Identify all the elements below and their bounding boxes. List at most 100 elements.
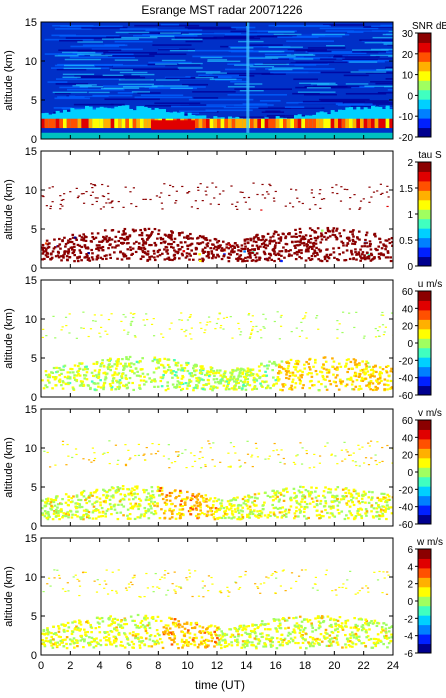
echo-point: [58, 374, 61, 376]
echo-point: [78, 196, 80, 197]
echo-point: [270, 644, 273, 646]
echo-point: [203, 640, 206, 642]
echo-point: [257, 517, 260, 519]
echo-point: [361, 245, 364, 247]
echo-point: [152, 586, 154, 587]
echo-point: [272, 385, 275, 387]
echo-point: [245, 500, 248, 502]
echo-point: [136, 485, 139, 487]
echo-point: [107, 199, 109, 200]
echo-point: [199, 242, 202, 244]
echo-point: [230, 467, 232, 468]
echo-point: [219, 369, 222, 371]
echo-point: [206, 639, 209, 641]
echo-point: [197, 517, 200, 519]
snr-streak: [346, 93, 386, 95]
echo-point: [199, 260, 202, 262]
echo-point: [314, 361, 317, 363]
echo-point: [222, 515, 225, 517]
echo-point: [98, 369, 101, 371]
snr-layer: [162, 60, 186, 61]
echo-point: [230, 636, 233, 638]
snr-echo: [338, 119, 342, 128]
echo-point: [154, 228, 157, 230]
echo-point: [263, 246, 266, 248]
echo-point: [68, 332, 70, 333]
echo-point: [65, 515, 68, 517]
echo-point: [295, 617, 298, 619]
snr-echo: [250, 119, 254, 128]
echo-point: [209, 507, 212, 509]
echo-point: [184, 501, 187, 503]
echo-point: [165, 594, 167, 595]
echo-point: [191, 328, 193, 329]
echo-point: [54, 465, 56, 466]
echo-point: [251, 245, 254, 247]
echo-point: [380, 631, 383, 633]
echo-point: [251, 496, 254, 498]
echo-point: [200, 367, 203, 369]
y-tick-label: 0: [31, 392, 37, 404]
echo-point: [203, 237, 206, 239]
echo-point: [305, 569, 307, 570]
echo-point: [333, 257, 336, 259]
plot-area: [41, 440, 395, 520]
echo-point: [305, 647, 308, 649]
echo-point: [310, 380, 313, 382]
echo-point: [333, 381, 336, 383]
echo-point: [277, 376, 280, 378]
echo-point: [316, 503, 319, 505]
echo-point: [65, 643, 68, 645]
echo-point: [57, 512, 60, 514]
snr-echo: [74, 119, 78, 128]
snr-streak: [193, 97, 218, 99]
echo-point: [134, 635, 137, 637]
echo-point: [234, 242, 237, 244]
echo-point: [153, 250, 156, 252]
echo-point: [330, 617, 333, 619]
echo-point: [234, 508, 237, 510]
echo-point: [50, 206, 52, 207]
echo-point: [84, 235, 87, 237]
echo-point: [156, 640, 159, 642]
echo-point: [297, 377, 300, 379]
echo-point: [196, 502, 199, 504]
echo-point: [172, 623, 175, 625]
echo-point: [142, 373, 145, 375]
echo-point: [111, 201, 113, 202]
echo-point: [277, 619, 280, 621]
echo-point: [125, 465, 127, 466]
snr-echo: [342, 119, 346, 128]
echo-point: [308, 492, 311, 494]
echo-point: [48, 187, 50, 188]
snr-echo: [92, 119, 96, 128]
echo-point: [226, 317, 228, 318]
echo-point: [247, 367, 250, 369]
echo-point: [255, 443, 257, 444]
echo-point: [277, 454, 279, 455]
echo-point: [337, 505, 340, 507]
echo-point: [263, 365, 266, 367]
snr-streak: [344, 75, 369, 77]
echo-point: [63, 631, 66, 633]
echo-point: [55, 516, 58, 518]
echo-point: [326, 389, 329, 391]
echo-point: [275, 578, 277, 579]
echo-point: [181, 626, 184, 628]
echo-point: [256, 510, 259, 512]
echo-point: [206, 515, 209, 517]
echo-point: [369, 445, 371, 446]
echo-point: [135, 633, 138, 635]
echo-point: [319, 463, 321, 464]
echo-point: [157, 251, 160, 253]
echo-point: [82, 233, 85, 235]
echo-point: [189, 509, 192, 511]
snr-layer: [77, 54, 101, 55]
snr-echo: [305, 119, 309, 128]
echo-point: [231, 644, 234, 646]
echo-point: [363, 245, 366, 247]
echo-point: [164, 502, 167, 504]
echo-point: [264, 381, 267, 383]
echo-point: [181, 186, 183, 187]
echo-point: [146, 447, 148, 448]
